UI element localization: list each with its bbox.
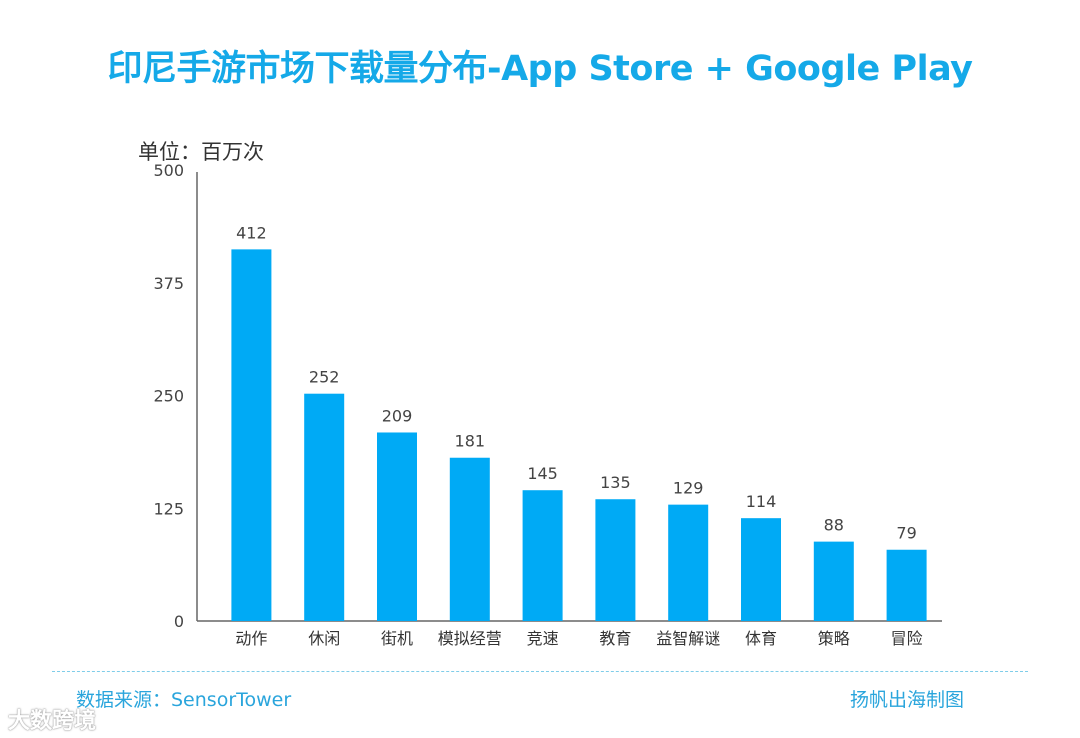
bar <box>231 249 272 621</box>
chart-credit: 扬帆出海制图 <box>850 689 965 711</box>
watermark-logo: 大数跨境 <box>8 709 97 734</box>
data-label: 135 <box>600 473 631 492</box>
x-tick-label: 教育 <box>599 629 631 648</box>
x-tick-label: 竞速 <box>527 629 559 648</box>
unit-label: 单位：百万次 <box>138 140 264 164</box>
bar <box>741 518 781 621</box>
data-label: 79 <box>896 524 916 543</box>
divider <box>52 671 1028 672</box>
data-label: 252 <box>309 368 340 387</box>
bar <box>595 499 636 621</box>
bar <box>668 504 709 621</box>
data-source: 数据来源：SensorTower <box>76 689 292 711</box>
bar <box>522 490 563 621</box>
x-tick-label: 休闲 <box>308 629 340 648</box>
y-tick-label: 500 <box>153 161 184 180</box>
y-tick-label: 375 <box>153 274 184 293</box>
x-tick-label: 策略 <box>818 629 850 648</box>
data-label: 88 <box>824 516 844 535</box>
data-label: 145 <box>527 464 558 483</box>
bar <box>304 393 345 621</box>
data-label: 181 <box>455 432 486 451</box>
x-tick-label: 益智解谜 <box>656 629 720 648</box>
y-tick-label: 125 <box>153 499 184 518</box>
bar <box>449 457 490 621</box>
data-label: 114 <box>746 492 777 511</box>
bar <box>886 549 927 621</box>
x-tick-label: 动作 <box>235 629 267 648</box>
y-tick-label: 0 <box>174 612 184 631</box>
data-label: 209 <box>382 406 413 425</box>
bar <box>813 541 854 621</box>
x-tick-label: 模拟经营 <box>438 629 502 648</box>
data-label: 412 <box>236 223 267 242</box>
x-tick-label: 街机 <box>381 629 413 648</box>
data-label: 129 <box>673 479 704 498</box>
x-tick-label: 冒险 <box>891 629 923 648</box>
bar <box>377 432 417 621</box>
chart-title: 印尼手游市场下载量分布-App Store + Google Play <box>107 49 973 89</box>
y-tick-label: 250 <box>153 387 184 406</box>
x-tick-label: 体育 <box>745 629 777 648</box>
